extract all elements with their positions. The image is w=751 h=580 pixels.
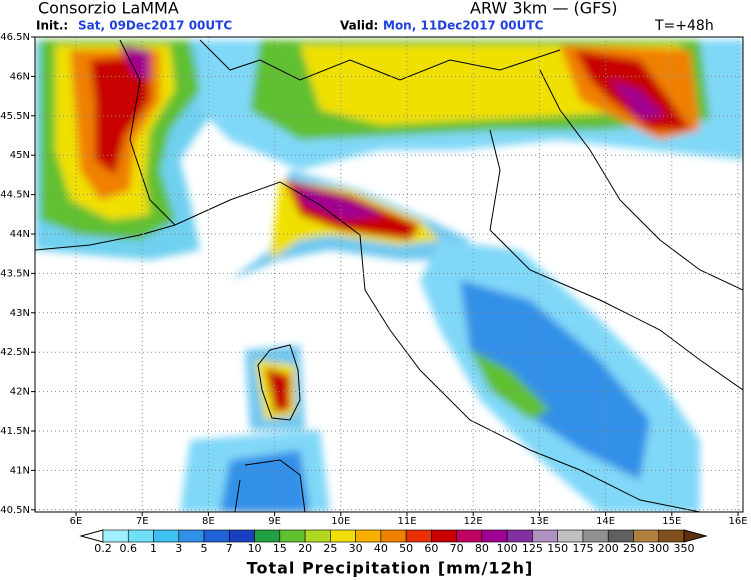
colorbar-label: 15 <box>273 542 287 555</box>
colorbar-label: 20 <box>298 542 312 555</box>
colorbar-box <box>153 529 180 543</box>
coastlines <box>35 39 743 512</box>
colorbar-label: 40 <box>374 542 388 555</box>
lat-label: 42.5N <box>0 347 30 358</box>
colorbar-box <box>607 529 634 543</box>
colorbar-label: 70 <box>450 542 464 555</box>
map <box>35 37 743 512</box>
colorbar-box <box>355 529 382 543</box>
precipitation-field <box>35 40 743 512</box>
colorbar-box <box>506 529 533 543</box>
colorbar-box <box>304 529 331 543</box>
colorbar-label: 0.2 <box>94 542 112 555</box>
lead-time: T=+48h <box>654 18 714 34</box>
colorbar-box <box>481 529 508 543</box>
lat-label: 42N <box>10 387 30 398</box>
colorbar-box <box>229 529 255 543</box>
colorbar-label: 10 <box>248 542 262 555</box>
lat-label: 45N <box>10 150 30 161</box>
colorbar-box <box>380 529 407 543</box>
colorbar-label: 50 <box>399 542 413 555</box>
colorbar-label: 250 <box>623 542 644 555</box>
lat-label: 45.5N <box>0 111 30 122</box>
colorbar-label: 350 <box>674 542 695 555</box>
colorbar-box <box>633 529 660 543</box>
colorbar-box <box>532 529 558 543</box>
right-title: ARW 3km — (GFS) <box>470 0 617 18</box>
lon-label: 8E <box>202 516 215 527</box>
colorbar-box <box>127 529 154 543</box>
colorbar-box <box>279 529 306 543</box>
lat-label: 46.5N <box>0 32 30 43</box>
lon-label: 16E <box>728 516 747 527</box>
colorbar-box <box>582 529 609 543</box>
lon-label: 9E <box>268 516 281 527</box>
colorbar-label: 7 <box>226 542 233 555</box>
lon-label: 13E <box>530 516 549 527</box>
colorbar-title: Total Precipitation [mm/12h] <box>247 559 534 578</box>
colorbar: 0.2 0.6 1 3 5 7 10 15 20 25 30 40 50 60 70 80 100 125 150 1… <box>79 529 708 555</box>
lat-label: 44N <box>10 229 30 240</box>
colorbar-box <box>330 529 356 543</box>
lon-label: 6E <box>70 516 83 527</box>
colorbar-label: 25 <box>323 542 337 555</box>
lon-label: 10E <box>331 516 350 527</box>
lon-label: 12E <box>464 516 483 527</box>
lon-label: 7E <box>136 516 149 527</box>
lat-label: 43N <box>10 308 30 319</box>
init-label: Init.: <box>36 19 68 33</box>
colorbar-low-arrow <box>79 529 104 543</box>
colorbar-label: 0.6 <box>120 542 138 555</box>
lon-label: 14E <box>596 516 615 527</box>
init-value: Sat, 09Dec2017 00UTC <box>78 19 232 33</box>
lat-label: 44.5N <box>0 190 30 201</box>
colorbar-box <box>405 529 432 543</box>
lat-label: 41.5N <box>0 426 30 437</box>
colorbar-label: 1 <box>150 542 157 555</box>
colorbar-high-arrow <box>683 529 708 543</box>
lat-label: 40.5N <box>0 505 30 516</box>
colorbar-label: 300 <box>648 542 669 555</box>
valid-label: Valid: <box>340 19 378 33</box>
colorbar-label: 125 <box>522 542 543 555</box>
map-axes: 6E 7E 8E 9E 10E 11E 12E 13E 14E 15E 16E 46.5N 46N 45.… <box>0 32 747 527</box>
colorbar-box <box>456 529 483 543</box>
colorbar-label: 175 <box>572 542 593 555</box>
colorbar-label: 60 <box>424 542 438 555</box>
colorbar-box <box>658 529 685 543</box>
colorbar-box <box>178 529 205 543</box>
lat-label: 46N <box>10 71 30 82</box>
colorbar-label: 30 <box>349 542 363 555</box>
colorbar-label: 100 <box>497 542 518 555</box>
colorbar-box <box>254 529 281 543</box>
colorbar-box <box>431 529 457 543</box>
colorbar-box <box>557 529 584 543</box>
colorbar-label: 200 <box>598 542 619 555</box>
lat-label: 43.5N <box>0 268 30 279</box>
map-frame <box>34 36 744 513</box>
valid-value: Mon, 11Dec2017 00UTC <box>383 19 544 33</box>
colorbar-label: 5 <box>201 542 208 555</box>
left-title: Consorzio LaMMA <box>38 0 179 18</box>
colorbar-label: 3 <box>175 542 182 555</box>
lat-label: 41N <box>10 465 30 476</box>
colorbar-label: 150 <box>547 542 568 555</box>
lon-label: 11E <box>397 516 416 527</box>
colorbar-box <box>203 529 230 543</box>
lon-label: 15E <box>662 516 681 527</box>
colorbar-box <box>102 529 129 543</box>
colorbar-label: 80 <box>475 542 489 555</box>
